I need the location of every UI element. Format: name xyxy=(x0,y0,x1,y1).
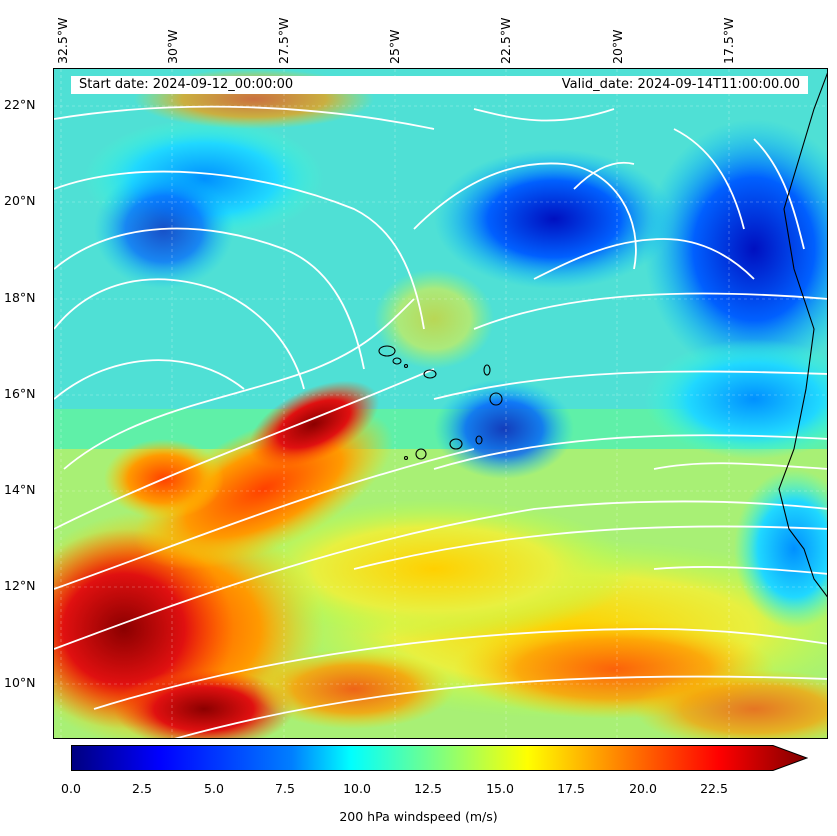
lon-label: 30°W xyxy=(165,29,180,64)
colorbar-tick: 22.5 xyxy=(700,781,728,796)
lat-label: 20°N xyxy=(4,193,36,208)
lon-label: 32.5°W xyxy=(55,17,70,64)
colorbar-tick: 7.5 xyxy=(275,781,295,796)
islands xyxy=(378,345,503,461)
colorbar xyxy=(71,745,808,771)
colorbar-tick: 0.0 xyxy=(61,781,81,796)
colorbar-tick: 10.0 xyxy=(343,781,371,796)
lat-label: 16°N xyxy=(4,386,36,401)
colorbar-tick: 5.0 xyxy=(204,781,224,796)
lon-label: 17.5°W xyxy=(721,17,736,64)
lat-label: 14°N xyxy=(4,482,36,497)
lon-label: 25°W xyxy=(387,29,402,64)
colorbar-tick: 2.5 xyxy=(132,781,152,796)
colorbar-tick: 20.0 xyxy=(629,781,657,796)
lat-label: 10°N xyxy=(4,675,36,690)
lon-label: 27.5°W xyxy=(276,17,291,64)
coastline xyxy=(778,72,827,598)
streamlines xyxy=(54,105,827,738)
colorbar-title: 200 hPa windspeed (m/s) xyxy=(339,809,498,824)
colorbar-tick: 15.0 xyxy=(486,781,514,796)
colorbar-tick: 12.5 xyxy=(414,781,442,796)
lon-label: 22.5°W xyxy=(498,17,513,64)
date-banner: Start date: 2024-09-12_00:00:00 Valid_da… xyxy=(71,76,808,94)
start-date: Start date: 2024-09-12_00:00:00 xyxy=(79,77,294,92)
lat-label: 12°N xyxy=(4,578,36,593)
valid-date: Valid_date: 2024-09-14T11:00:00.00 xyxy=(561,77,800,92)
lat-label: 18°N xyxy=(4,290,36,305)
colorbar-tick: 17.5 xyxy=(557,781,585,796)
windspeed-map xyxy=(54,69,827,738)
lat-label: 22°N xyxy=(4,97,36,112)
lon-label: 20°W xyxy=(610,29,625,64)
map-panel xyxy=(53,68,828,739)
